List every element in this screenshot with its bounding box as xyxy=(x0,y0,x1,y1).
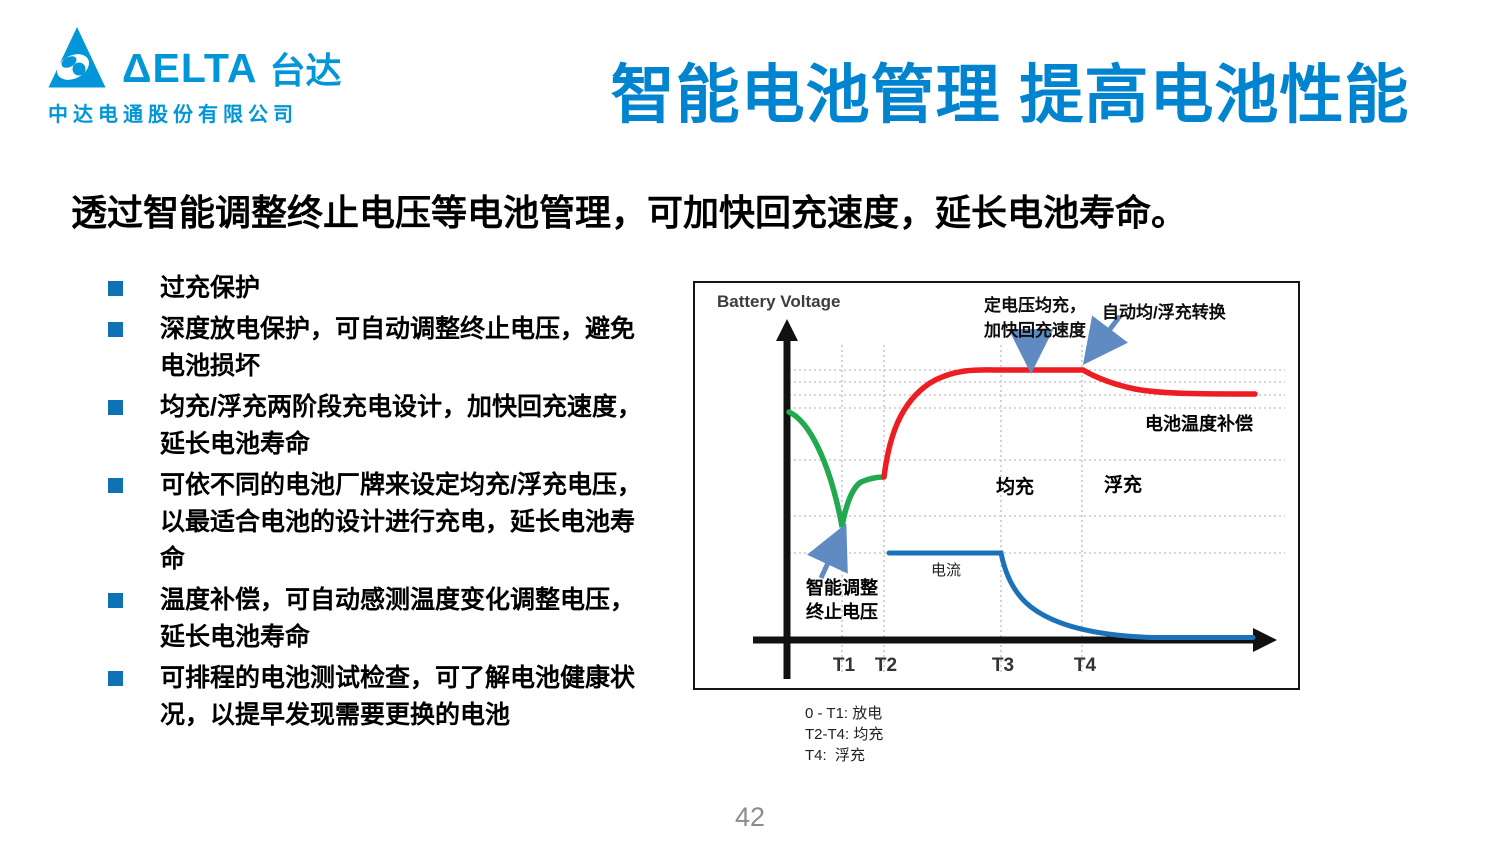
voltage-discharge-curve xyxy=(786,409,887,528)
smart-adjust-arrow-icon xyxy=(806,523,848,580)
annotation-smart-line1: 智能调整 xyxy=(806,578,878,598)
axes xyxy=(753,319,1277,679)
brand-wordmark: ΔELTA xyxy=(122,45,258,91)
list-item: 温度补偿，可自动感测温度变化调整电压， 延长电池寿命 xyxy=(108,582,668,656)
voltage-charge-curve xyxy=(881,367,1258,480)
x-tick-t2: T2 xyxy=(874,655,898,676)
delta-logo-block: ΔELTA 台达 中达电通股份有限公司 xyxy=(48,26,341,127)
x-axis-arrow-icon xyxy=(1253,628,1277,652)
annotation-auto-switch: 自动均/浮充转换 xyxy=(1102,303,1226,322)
x-tick-t3: T3 xyxy=(991,655,1015,676)
bullet-line: 可依不同的电池厂牌来设定均充/浮充电压， xyxy=(160,471,642,499)
auto-switch-arrow-icon xyxy=(1082,314,1129,365)
bullet-square-icon xyxy=(108,281,123,296)
bullet-square-icon xyxy=(108,671,123,686)
label-current: 电流 xyxy=(931,562,962,579)
bullet-square-icon xyxy=(108,478,123,493)
delta-triangle-logo-icon xyxy=(48,27,106,88)
annotation-cv-line1: 定电压均充， xyxy=(984,296,1086,315)
x-tick-t4: T4 xyxy=(1073,655,1097,676)
note-line: 0 - T1: 放电 xyxy=(805,705,883,722)
annotation-cv-charge: 定电压均充， 加快回充速度 xyxy=(984,293,1086,343)
y-axis-label: Battery Voltage xyxy=(717,292,841,311)
list-item: 可依不同的电池厂牌来设定均充/浮充电压， 以最适合电池的设计进行充电，延长电池寿… xyxy=(108,467,668,578)
bullet-line: 延长电池寿命 xyxy=(160,623,311,651)
chart-phase-notes: 0 - T1: 放电 T2-T4: 均充 T4: 浮充 xyxy=(805,703,883,766)
brand-cjk: 台达 xyxy=(269,50,342,91)
y-axis-arrow-icon xyxy=(776,319,798,341)
list-item: 过充保护 xyxy=(108,270,668,307)
bullet-line: 深度放电保护，可自动调整终止电压，避免 xyxy=(160,315,636,343)
note-line: T2-T4: 均充 xyxy=(805,726,884,743)
bullet-square-icon xyxy=(108,400,123,415)
list-item: 可排程的电池测试检查，可了解电池健康状 况，以提早发现需要更换的电池 xyxy=(108,660,668,734)
bullet-line: 可排程的电池测试检查，可了解电池健康状 xyxy=(160,664,636,692)
current-curve xyxy=(886,550,1256,640)
label-equalize-phase: 均充 xyxy=(996,477,1035,498)
subtitle-text: 透过智能调整终止电压等电池管理，可加快回充速度，延长电池寿命。 xyxy=(71,192,1188,233)
list-item: 深度放电保护，可自动调整终止电压，避免 电池损坏 xyxy=(108,311,668,385)
page-number: 42 xyxy=(734,802,766,832)
x-tick-t1: T1 xyxy=(832,655,856,676)
bullet-line: 况，以提早发现需要更换的电池 xyxy=(160,701,511,729)
annotation-smart-adjust: 智能调整 终止电压 xyxy=(806,576,878,624)
battery-voltage-chart: Battery Voltage 定电压均充， 加快回充速度 自动均/浮充转换 电… xyxy=(693,281,1300,690)
bullet-square-icon xyxy=(108,322,123,337)
bullet-line: 均充/浮充两阶段充电设计，加快回充速度， xyxy=(160,393,642,421)
page-title: 智能电池管理 提高电池性能 xyxy=(610,59,1410,131)
annotation-smart-line2: 终止电压 xyxy=(806,602,878,622)
list-item: 均充/浮充两阶段充电设计，加快回充速度， 延长电池寿命 xyxy=(108,389,668,463)
bullet-line: 过充保护 xyxy=(160,274,261,302)
bullet-line: 命 xyxy=(160,545,186,573)
label-temp-compensation: 电池温度补偿 xyxy=(1145,414,1253,434)
bullet-line: 延长电池寿命 xyxy=(160,430,311,458)
label-float-phase: 浮充 xyxy=(1104,475,1143,496)
note-line: T4: 浮充 xyxy=(805,747,866,764)
feature-bullet-list: 过充保护 深度放电保护，可自动调整终止电压，避免 电池损坏 均充/浮充两阶段充电… xyxy=(108,270,668,738)
bullet-square-icon xyxy=(108,593,123,608)
bullet-line: 温度补偿，可自动感测温度变化调整电压， xyxy=(160,586,636,614)
annotation-arrows xyxy=(806,314,1129,580)
bullet-line: 电池损坏 xyxy=(160,352,261,380)
chart-canvas xyxy=(753,314,1285,679)
company-name: 中达电通股份有限公司 xyxy=(48,104,298,126)
bullet-line: 以最适合电池的设计进行充电，延长电池寿 xyxy=(160,508,636,536)
annotation-cv-line2: 加快回充速度 xyxy=(984,321,1086,340)
